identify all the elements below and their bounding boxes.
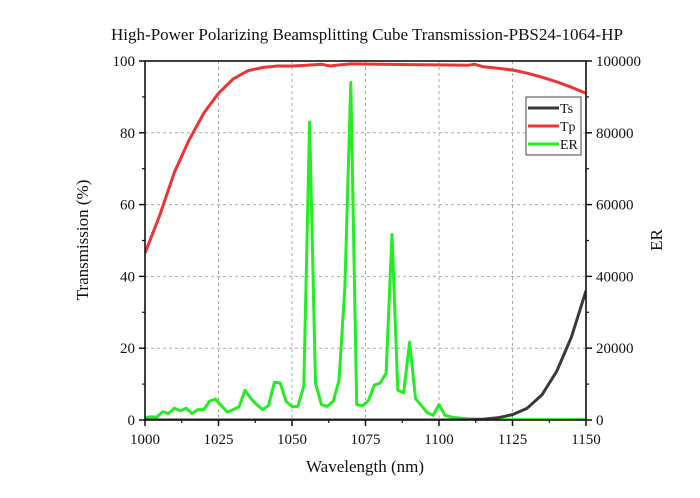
chart-title: High-Power Polarizing Beamsplitting Cube… — [111, 25, 623, 44]
x-axis: 1000 1025 1050 1075 1100 1125 1150 — [130, 420, 601, 448]
y-tick-label: 100 — [113, 54, 136, 70]
y2-tick-label: 80000 — [596, 126, 634, 142]
y2-tick-label: 0 — [596, 413, 604, 429]
y-axis-title: Transmission (%) — [73, 180, 92, 301]
x-tick-label: 1050 — [277, 432, 307, 448]
y-axis-left: 0 20 40 60 80 100 — [113, 54, 145, 429]
y-tick-label: 20 — [120, 341, 135, 357]
legend-label-er: ER — [560, 138, 579, 153]
plot-frame — [144, 60, 587, 421]
y2-tick-label: 40000 — [596, 269, 634, 285]
y-tick-label: 80 — [120, 126, 135, 142]
y-tick-label: 40 — [120, 269, 135, 285]
y2-tick-label: 100000 — [596, 54, 641, 70]
x-tick-label: 1000 — [130, 432, 160, 448]
x-axis-title: Wavelength (nm) — [306, 457, 424, 476]
legend: Ts Tp ER — [525, 96, 582, 156]
series-line-tp — [145, 62, 586, 254]
x-tick-label: 1125 — [498, 432, 527, 448]
y-axis-right: 0 20000 40000 60000 80000 100000 — [586, 54, 641, 429]
y2-tick-label: 60000 — [596, 198, 634, 214]
y-tick-label: 60 — [120, 198, 135, 214]
y2-axis-title: ER — [647, 228, 666, 250]
x-tick-label: 1100 — [424, 432, 453, 448]
x-tick-label: 1150 — [571, 432, 600, 448]
legend-label-ts: Ts — [560, 102, 573, 117]
series-line-er — [145, 81, 586, 420]
grid — [145, 61, 586, 420]
legend-label-tp: Tp — [560, 120, 576, 135]
y-tick-label: 0 — [128, 413, 136, 429]
x-tick-label: 1025 — [204, 432, 234, 448]
y2-tick-label: 20000 — [596, 341, 634, 357]
x-tick-label: 1075 — [351, 432, 381, 448]
